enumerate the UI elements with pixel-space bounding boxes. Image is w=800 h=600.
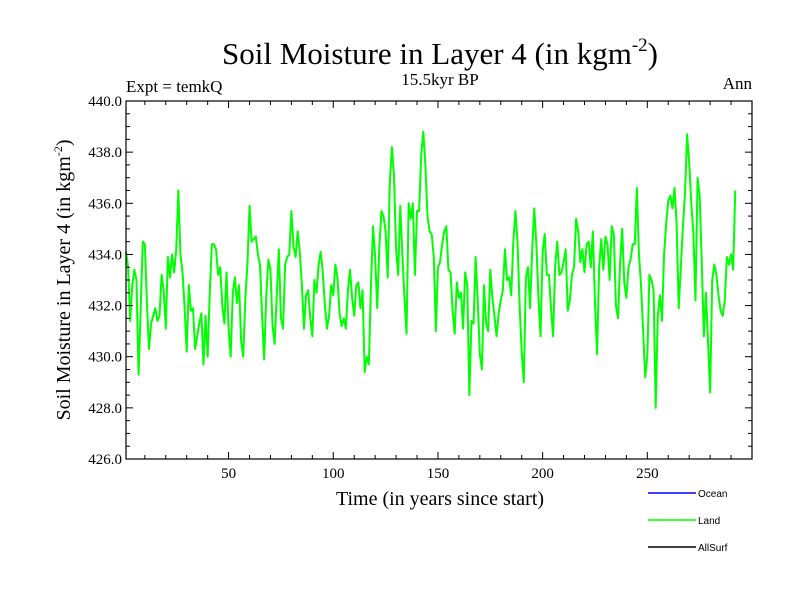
x-tick-label: 250	[636, 466, 659, 482]
y-axis-label: Soil Moisture in Layer 4 (in kgm-2)	[51, 139, 75, 420]
y-tick-label: 430.0	[88, 350, 122, 366]
chart-title-superscript: -2	[632, 35, 648, 56]
chart-title: Soil Moisture in Layer 4 (in kgm-2)	[222, 35, 658, 71]
legend-label-allsurf: AllSurf	[698, 543, 728, 554]
x-axis-label: Time (in years since start)	[336, 488, 544, 510]
season-label: Ann	[723, 74, 753, 93]
y-axis-label-superscript: -2	[51, 146, 65, 156]
experiment-label: Expt = temkQ	[126, 77, 222, 96]
legend-label-ocean: Ocean	[698, 489, 727, 500]
y-axis-label-main: Soil Moisture in Layer 4 (in kgm	[53, 156, 75, 421]
x-axis: 50 100 150 200 250	[144, 101, 732, 482]
plot-frame	[125, 100, 753, 460]
x-tick-label: 200	[531, 466, 554, 482]
y-tick-label: 432.0	[88, 299, 122, 315]
x-tick-label: 150	[427, 466, 450, 482]
legend: Ocean Land AllSurf	[648, 489, 728, 554]
y-tick-label: 434.0	[88, 247, 122, 263]
y-axis-label-close: )	[53, 139, 75, 146]
y-tick-label: 440.0	[88, 94, 122, 110]
chart-subtitle: 15.5kyr BP	[401, 70, 478, 89]
legend-label-land: Land	[698, 516, 720, 527]
x-tick-label: 50	[221, 466, 236, 482]
y-tick-label: 438.0	[88, 145, 122, 161]
x-tick-label: 100	[322, 466, 345, 482]
series-line-land	[125, 130, 737, 409]
y-tick-label: 436.0	[88, 196, 122, 212]
y-tick-label: 426.0	[88, 452, 122, 468]
y-tick-label: 428.0	[88, 401, 122, 417]
chart-title-main: Soil Moisture in Layer 4 (in kgm	[222, 36, 632, 71]
chart-title-close: )	[648, 36, 658, 71]
y-axis: 426.0 428.0 430.0 432.0 434.0 436.0 438.0 440.0	[88, 94, 752, 468]
